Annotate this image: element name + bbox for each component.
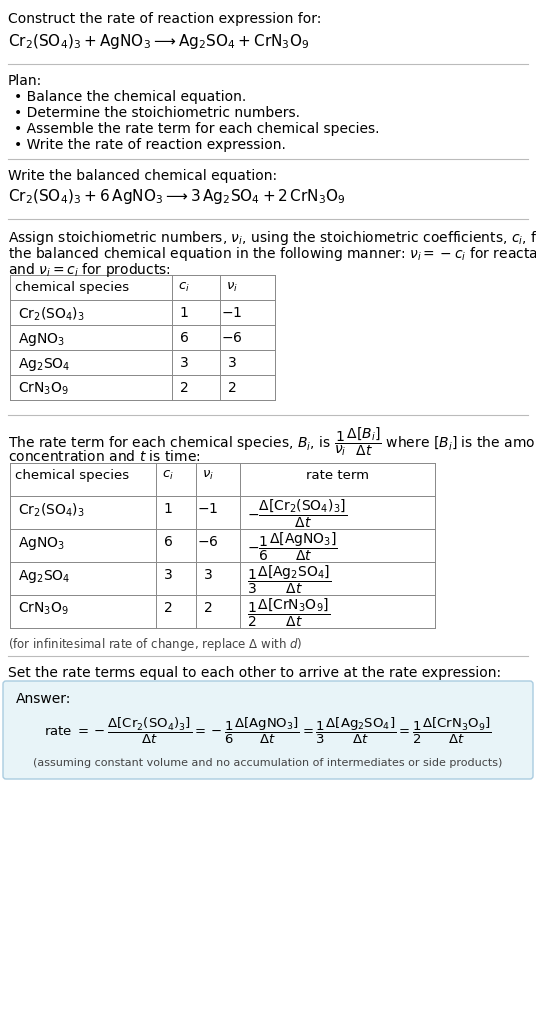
Text: 1: 1 bbox=[163, 502, 173, 516]
Text: • Write the rate of reaction expression.: • Write the rate of reaction expression. bbox=[14, 138, 286, 152]
Text: 2: 2 bbox=[228, 381, 236, 395]
Text: 3: 3 bbox=[180, 356, 188, 370]
Text: $c_i$: $c_i$ bbox=[162, 469, 174, 482]
Text: rate $= -\dfrac{\Delta[\mathrm{Cr_2(SO_4)_3}]}{\Delta t} = -\dfrac{1}{6}\dfrac{\: rate $= -\dfrac{\Delta[\mathrm{Cr_2(SO_4… bbox=[44, 716, 492, 746]
Text: $\mathrm{CrN_3O_9}$: $\mathrm{CrN_3O_9}$ bbox=[18, 601, 69, 617]
Text: 3: 3 bbox=[204, 568, 212, 582]
Text: $\mathrm{AgNO_3}$: $\mathrm{AgNO_3}$ bbox=[18, 331, 65, 348]
Text: $\mathrm{Cr_2(SO_4)_3 + AgNO_3 \longrightarrow Ag_2SO_4 + CrN_3O_9}$: $\mathrm{Cr_2(SO_4)_3 + AgNO_3 \longrigh… bbox=[8, 32, 309, 51]
Text: 2: 2 bbox=[204, 601, 212, 615]
Text: $c_i$: $c_i$ bbox=[178, 281, 190, 294]
Text: $\mathrm{AgNO_3}$: $\mathrm{AgNO_3}$ bbox=[18, 535, 65, 552]
Text: 2: 2 bbox=[163, 601, 173, 615]
Text: and $\nu_i = c_i$ for products:: and $\nu_i = c_i$ for products: bbox=[8, 261, 171, 279]
Text: $\dfrac{1}{3}\dfrac{\Delta[\mathrm{Ag_2SO_4}]}{\Delta t}$: $\dfrac{1}{3}\dfrac{\Delta[\mathrm{Ag_2S… bbox=[247, 565, 331, 596]
Text: Write the balanced chemical equation:: Write the balanced chemical equation: bbox=[8, 169, 277, 183]
Text: 2: 2 bbox=[180, 381, 188, 395]
Text: 3: 3 bbox=[228, 356, 236, 370]
Text: Assign stoichiometric numbers, $\nu_i$, using the stoichiometric coefficients, $: Assign stoichiometric numbers, $\nu_i$, … bbox=[8, 229, 536, 247]
Text: $\nu_i$: $\nu_i$ bbox=[202, 469, 214, 482]
Text: • Balance the chemical equation.: • Balance the chemical equation. bbox=[14, 90, 246, 104]
Text: $\mathrm{Ag_2SO_4}$: $\mathrm{Ag_2SO_4}$ bbox=[18, 568, 70, 585]
Text: Set the rate terms equal to each other to arrive at the rate expression:: Set the rate terms equal to each other t… bbox=[8, 666, 501, 680]
Text: Construct the rate of reaction expression for:: Construct the rate of reaction expressio… bbox=[8, 12, 322, 26]
Text: $\mathrm{CrN_3O_9}$: $\mathrm{CrN_3O_9}$ bbox=[18, 381, 69, 397]
Text: $-6$: $-6$ bbox=[221, 331, 243, 345]
Text: $\dfrac{1}{2}\dfrac{\Delta[\mathrm{CrN_3O_9}]}{\Delta t}$: $\dfrac{1}{2}\dfrac{\Delta[\mathrm{CrN_3… bbox=[247, 596, 330, 630]
Text: $-1$: $-1$ bbox=[221, 307, 243, 320]
Text: $\mathrm{Cr_2(SO_4)_3}$: $\mathrm{Cr_2(SO_4)_3}$ bbox=[18, 502, 85, 519]
Text: chemical species: chemical species bbox=[15, 281, 129, 294]
Text: Answer:: Answer: bbox=[16, 692, 71, 706]
Text: $-6$: $-6$ bbox=[197, 535, 219, 549]
Text: $\mathrm{Ag_2SO_4}$: $\mathrm{Ag_2SO_4}$ bbox=[18, 356, 70, 373]
Text: rate term: rate term bbox=[307, 469, 369, 482]
Text: The rate term for each chemical species, $B_i$, is $\dfrac{1}{\nu_i}\dfrac{\Delt: The rate term for each chemical species,… bbox=[8, 425, 536, 458]
Text: Plan:: Plan: bbox=[8, 74, 42, 88]
Text: chemical species: chemical species bbox=[15, 469, 129, 482]
Text: $-1$: $-1$ bbox=[197, 502, 219, 516]
Text: (for infinitesimal rate of change, replace $\Delta$ with $d$): (for infinitesimal rate of change, repla… bbox=[8, 636, 302, 653]
Text: $-\dfrac{1}{6}\dfrac{\Delta[\mathrm{AgNO_3}]}{\Delta t}$: $-\dfrac{1}{6}\dfrac{\Delta[\mathrm{AgNO… bbox=[247, 531, 338, 563]
Text: $\nu_i$: $\nu_i$ bbox=[226, 281, 238, 294]
Text: 6: 6 bbox=[163, 535, 173, 549]
Text: • Determine the stoichiometric numbers.: • Determine the stoichiometric numbers. bbox=[14, 106, 300, 120]
Text: 1: 1 bbox=[180, 307, 189, 320]
Text: $\mathrm{Cr_2(SO_4)_3 + 6\,AgNO_3 \longrightarrow 3\,Ag_2SO_4 + 2\,CrN_3O_9}$: $\mathrm{Cr_2(SO_4)_3 + 6\,AgNO_3 \longr… bbox=[8, 187, 346, 206]
Text: 3: 3 bbox=[163, 568, 173, 582]
Text: the balanced chemical equation in the following manner: $\nu_i = -c_i$ for react: the balanced chemical equation in the fo… bbox=[8, 245, 536, 263]
Text: $-\dfrac{\Delta[\mathrm{Cr_2(SO_4)_3}]}{\Delta t}$: $-\dfrac{\Delta[\mathrm{Cr_2(SO_4)_3}]}{… bbox=[247, 498, 347, 530]
Text: $\mathrm{Cr_2(SO_4)_3}$: $\mathrm{Cr_2(SO_4)_3}$ bbox=[18, 307, 85, 323]
Text: • Assemble the rate term for each chemical species.: • Assemble the rate term for each chemic… bbox=[14, 122, 379, 136]
Text: concentration and $t$ is time:: concentration and $t$ is time: bbox=[8, 449, 200, 464]
Text: 6: 6 bbox=[180, 331, 189, 345]
Text: (assuming constant volume and no accumulation of intermediates or side products): (assuming constant volume and no accumul… bbox=[33, 757, 503, 768]
FancyBboxPatch shape bbox=[3, 681, 533, 779]
